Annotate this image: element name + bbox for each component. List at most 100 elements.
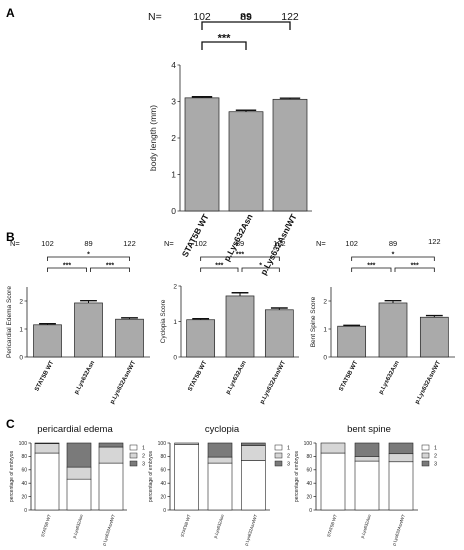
n-count: 102 [41, 239, 54, 248]
chart-b3: 0 1 2 Bent Spine Score STAT5B WT p.Lys632Asn p… [310, 237, 455, 405]
y-axis-label: percentage of embryos [148, 450, 154, 502]
legend-label: 2 [287, 454, 290, 460]
category-label: p.Lys632Asn [378, 360, 401, 396]
bar [337, 325, 367, 358]
y-tick-label: 100 [304, 441, 313, 447]
y-tick-label: 60 [160, 468, 166, 474]
y-tick-label: 100 [158, 441, 167, 447]
category-label: p.Lys632Asn/WT [110, 360, 138, 405]
legend-label: 3 [434, 462, 437, 468]
stacked-bar-segment [388, 453, 414, 463]
y-tick-label: 2 [19, 298, 23, 305]
category-label: STAT5B WT [40, 513, 52, 537]
y-tick-label: 0 [323, 354, 327, 361]
category-label: p.Lys632Asn [225, 360, 248, 396]
y-tick-label: 0 [309, 508, 312, 514]
bar [419, 316, 449, 358]
chart-title: cyclopia [205, 424, 240, 435]
category-label: STAT5B WT [34, 360, 55, 393]
n-label: N= [316, 239, 326, 248]
category-label: p.Lys632Asn [213, 513, 226, 539]
legend-swatch [421, 452, 430, 459]
n-count: 122 [281, 11, 299, 23]
significance-label: *** [411, 263, 419, 270]
significance-bracket [241, 267, 280, 272]
bar [115, 318, 144, 358]
stacked-bar-segment [66, 466, 92, 480]
y-tick-label: 80 [306, 454, 312, 460]
y-axis-label: Pericardial Edema Score [6, 286, 13, 358]
y-tick-label: 2 [171, 133, 176, 143]
stacked-bar-segment [354, 442, 380, 457]
y-axis-label: Cyclopia Score [160, 299, 167, 343]
legend-label: 2 [434, 454, 437, 460]
y-tick-label: 40 [21, 481, 27, 487]
chart-c2: 0 20 40 60 80 100 percentage of embryos 1 2 3 cycl… [148, 424, 290, 546]
chart-c1: 0 20 40 60 80 100 percentage of embryos 1 2 3 peri… [9, 424, 145, 546]
significance-bracket [201, 21, 291, 30]
stacked-bar-segment [320, 452, 346, 511]
n-count: 102 [345, 239, 358, 248]
legend-swatch [129, 452, 138, 459]
chart-title: bent spine [347, 424, 391, 435]
y-tick-label: 1 [171, 169, 176, 179]
significance-label: *** [367, 263, 375, 270]
legend-swatch [129, 460, 138, 467]
significance-bracket [351, 267, 392, 272]
legend-label: 1 [434, 446, 437, 452]
bar [74, 302, 103, 358]
category-label: p.Lys632Asn [74, 360, 97, 396]
n-label: N= [10, 239, 20, 248]
significance-label: *** [106, 263, 114, 270]
stacked-bar-segment [66, 478, 92, 511]
y-tick-label: 1 [19, 326, 23, 333]
legend-swatch [421, 460, 430, 467]
legend-label: 1 [142, 446, 145, 452]
n-count: 89 [240, 11, 252, 23]
n-count: 102 [193, 11, 211, 23]
y-tick-label: 20 [306, 494, 312, 500]
legend-swatch [274, 444, 283, 451]
chart-b2: 0 1 2 Cyclopia Score STAT5B WT p.Lys632Asn p.L… [160, 239, 299, 405]
significance-bracket [90, 267, 130, 272]
plots: 0 1 2 3 4 body length (mm) STAT5B WT p.Lys632As… [6, 11, 455, 546]
stacked-bar-segment [174, 442, 199, 445]
n-count: 89 [389, 239, 397, 248]
stacked-bar-segment [241, 460, 266, 511]
stacked-bar-segment [388, 442, 414, 455]
legend-swatch [274, 460, 283, 467]
significance-label: *** [63, 263, 71, 270]
category-label: STAT5B WT [338, 360, 359, 393]
bar [272, 98, 308, 212]
significance-label: ns [240, 12, 252, 23]
bar [228, 111, 264, 212]
stacked-bar-segment [34, 452, 60, 511]
y-tick-label: 2 [323, 298, 327, 305]
significance-label: * [259, 263, 262, 270]
panel-label-b: B [6, 230, 15, 244]
y-axis-label: body length (mm) [148, 105, 158, 171]
y-axis-label: percentage of embryos [294, 450, 300, 502]
y-tick-label: 60 [306, 468, 312, 474]
y-tick-label: 40 [306, 481, 312, 487]
stacked-bar-segment [207, 462, 233, 511]
legend-swatch [421, 444, 430, 451]
chart-title: pericardial edema [37, 424, 113, 435]
n-label: N= [164, 239, 174, 248]
y-tick-label: 1 [323, 326, 327, 333]
n-count: 89 [236, 239, 244, 248]
y-tick-label: 60 [21, 468, 27, 474]
significance-label: *** [215, 263, 223, 270]
n-count: 102 [194, 239, 207, 248]
category-label: p.Lys632Asn/WT [243, 513, 258, 546]
legend-label: 3 [142, 462, 145, 468]
stacked-bar-segment [66, 442, 92, 468]
stacked-bar-segment [207, 456, 233, 464]
stacked-bar-segment [241, 445, 266, 461]
y-tick-label: 0 [19, 354, 23, 361]
category-label: STAT5B WT [187, 360, 208, 393]
stacked-bar-segment [388, 461, 414, 511]
stacked-bar-segment [207, 442, 233, 458]
chart-c3: 0 20 40 60 80 100 percentage of embryos 1 2 3 bent… [294, 424, 437, 546]
